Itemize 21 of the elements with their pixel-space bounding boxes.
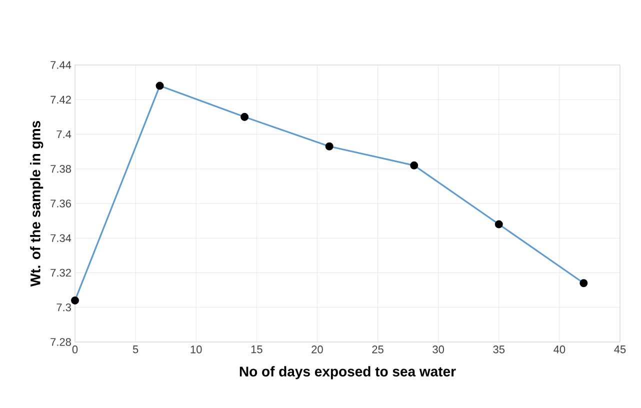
y-tick-label: 7.34 [50, 234, 72, 242]
y-tick-label: 7.28 [50, 338, 71, 346]
x-tick-label: 5 [132, 346, 138, 354]
y-tick-label: 7.32 [50, 268, 71, 277]
y-tick-label: 7.44 [50, 61, 72, 69]
x-tick-label: 25 [372, 346, 384, 354]
y-tick-label: 7.3 [56, 303, 71, 312]
x-tick-label: 45 [614, 346, 626, 354]
x-tick-label: 40 [554, 346, 566, 354]
x-tick-label: 15 [251, 346, 262, 354]
x-tick-label: 10 [190, 346, 202, 354]
y-tick-label: 7.38 [50, 164, 71, 173]
y-tick-label: 7.36 [50, 200, 71, 208]
y-tick-label: 7.42 [50, 96, 71, 104]
x-tick-label: 35 [493, 346, 505, 354]
x-tick-label: 0 [72, 346, 78, 354]
x-tick-label: 20 [312, 346, 323, 354]
x-tick-label: 30 [432, 346, 444, 354]
x-axis-title: No of days exposed to sea water [240, 366, 456, 380]
y-axis-title: Wt. of the sample in gms [30, 120, 44, 287]
y-tick-label: 7.4 [56, 130, 72, 138]
